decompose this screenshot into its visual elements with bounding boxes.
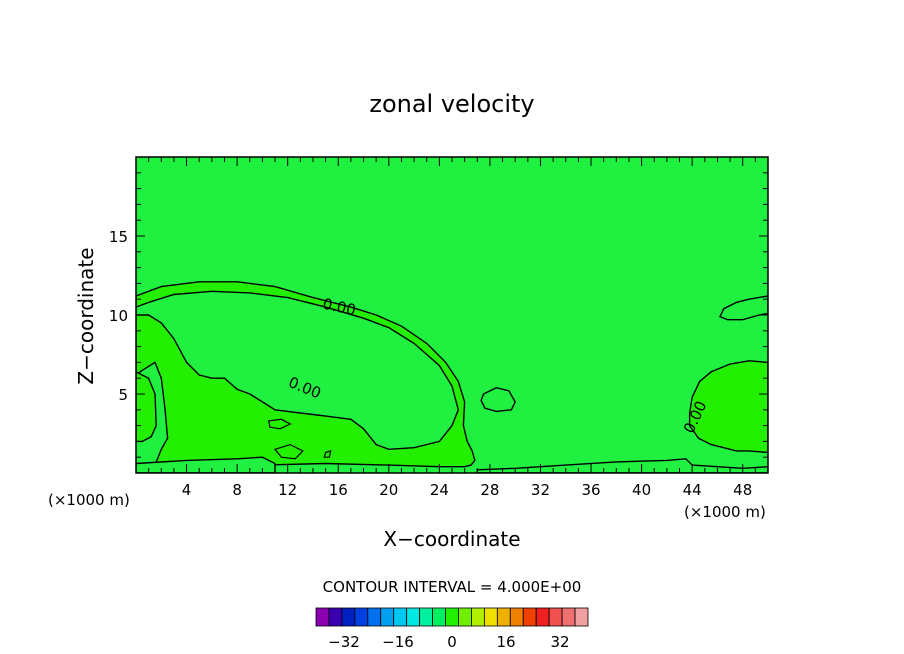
colorbar-swatch-6 xyxy=(393,607,408,627)
x-units-left: (×1000 m) xyxy=(48,491,130,509)
colorbar-swatch-16 xyxy=(522,607,537,627)
colorbar-swatch-3 xyxy=(354,607,369,627)
x-units-right: (×1000 m) xyxy=(684,503,766,521)
colorbar-swatch-18 xyxy=(548,607,563,627)
chart-title: zonal velocity xyxy=(369,90,534,118)
colorbar-swatch-14 xyxy=(496,607,511,627)
x-tick-label-24: 24 xyxy=(430,481,449,499)
x-tick-label-4: 4 xyxy=(182,481,192,499)
contour-region-inner-pocket xyxy=(136,290,460,451)
colorbar-swatch-11 xyxy=(458,607,472,627)
colorbar-swatch-1 xyxy=(328,607,343,627)
contour-blob-2 xyxy=(273,443,304,460)
x-tick-label-36: 36 xyxy=(581,481,600,499)
colorbar-swatch-4 xyxy=(367,607,382,627)
colorbar-label-4: 32 xyxy=(550,633,569,651)
contour-region-right-top-blob xyxy=(719,295,768,321)
contour-region-bottom-left-strip xyxy=(136,456,276,473)
colorbar-label-2: 0 xyxy=(447,633,457,651)
colorbar-swatch-9 xyxy=(432,607,446,627)
colorbar-swatch-17 xyxy=(535,607,550,627)
y-tick-label-15: 15 xyxy=(109,228,128,246)
colorbar-swatch-20 xyxy=(574,607,589,627)
x-tick-label-48: 48 xyxy=(733,481,752,499)
x-tick-label-20: 20 xyxy=(379,481,398,499)
colorbar-label-0: −32 xyxy=(328,633,360,651)
contour-blob-0 xyxy=(267,418,292,430)
colorbar-swatch-5 xyxy=(380,607,395,627)
colorbar-swatch-10 xyxy=(445,607,459,627)
colorbar-swatch-7 xyxy=(406,607,421,627)
colorbar-swatch-12 xyxy=(471,607,485,627)
plot-area: 0.000.000.00 xyxy=(136,157,768,473)
x-tick-label-44: 44 xyxy=(683,481,702,499)
x-tick-label-32: 32 xyxy=(531,481,550,499)
contour-region-right-dome xyxy=(688,360,768,454)
x-tick-label-40: 40 xyxy=(632,481,651,499)
x-tick-label-8: 8 xyxy=(232,481,242,499)
colorbar: −32 −16 0 16 32 xyxy=(315,607,589,651)
x-tick-label-28: 28 xyxy=(480,481,499,499)
colorbar-swatch-0 xyxy=(315,607,330,627)
colorbar-swatch-19 xyxy=(561,607,576,627)
colorbar-swatch-2 xyxy=(341,607,356,627)
x-tick-label-16: 16 xyxy=(329,481,348,499)
colorbar-swatch-8 xyxy=(419,607,433,627)
y-tick-label-10: 10 xyxy=(109,307,128,325)
x-axis-label: X−coordinate xyxy=(383,527,520,551)
contour-region-center-blob xyxy=(480,386,516,413)
colorbar-swatch-13 xyxy=(483,607,498,627)
colorbar-label-1: −16 xyxy=(382,633,414,651)
contour-interval-text: CONTOUR INTERVAL = 4.000E+00 xyxy=(323,578,582,596)
x-tick-label-12: 12 xyxy=(278,481,297,499)
colorbar-label-3: 16 xyxy=(496,633,515,651)
contour-blob-1 xyxy=(323,450,332,458)
y-axis-label: Z−coordinate xyxy=(74,247,98,384)
colorbar-swatch-15 xyxy=(509,607,524,627)
y-tick-label-5: 5 xyxy=(118,386,128,404)
